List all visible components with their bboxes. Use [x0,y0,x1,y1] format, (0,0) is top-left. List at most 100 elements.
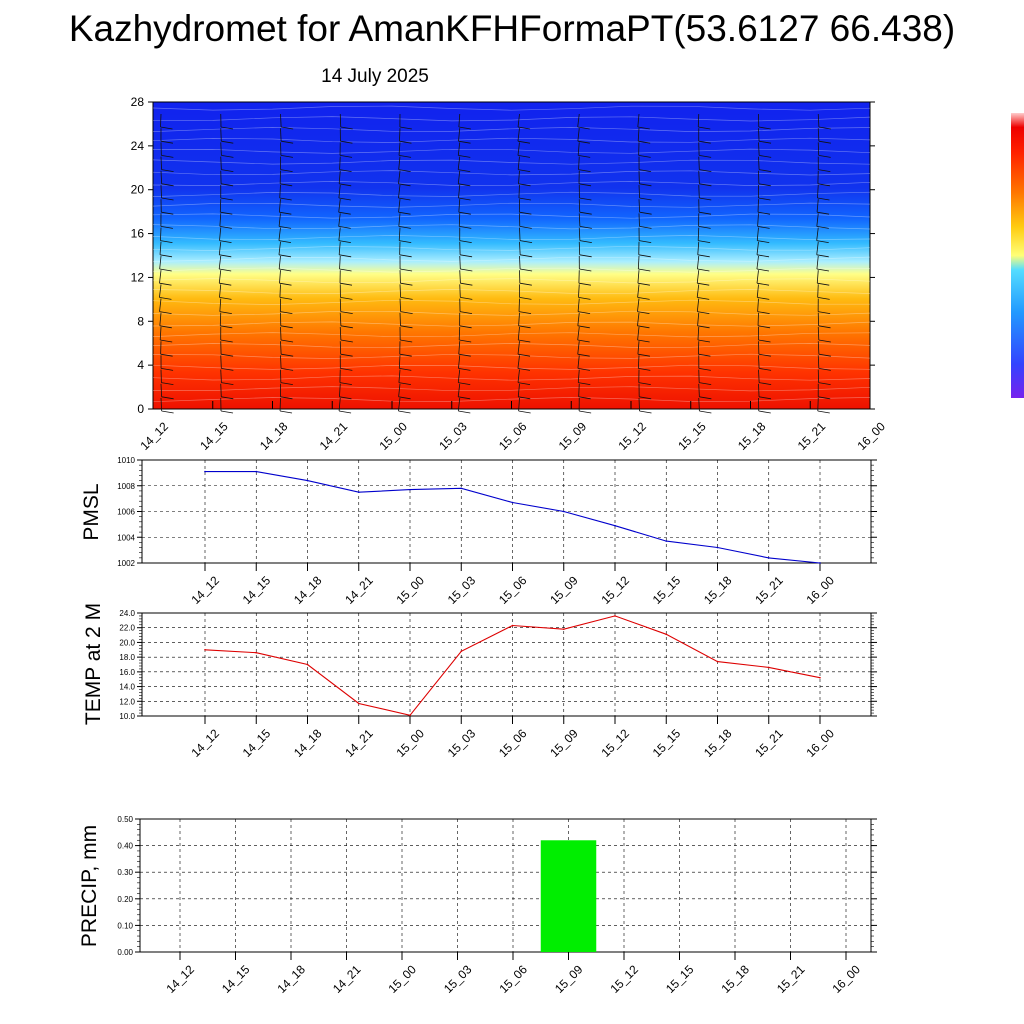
wind-barb-feather [340,311,353,314]
wind-barb-feather [398,211,411,215]
wind-barb [698,397,700,412]
wind-barb-feather [817,297,830,300]
wind-barb-feather [697,311,710,314]
x-tick-label: 15_12 [615,419,649,453]
wind-barb [159,270,162,284]
wind-barb-feather [757,240,770,243]
contour-line [152,137,871,143]
x-tick-label: 14_18 [291,726,325,760]
wind-barb-feather [699,396,712,400]
wind-barb-feather [220,211,233,215]
wind-barb-feather [400,297,413,300]
x-tick-label: 15_12 [598,726,632,760]
wind-barb-feather [219,226,232,229]
wind-barb [518,170,520,184]
wind-barb [577,113,580,128]
wind-barb [817,355,820,369]
wind-barb-feather [698,140,711,144]
contour-line [152,256,871,262]
contour-line [152,213,871,219]
x-tick-label: 14_21 [330,962,364,996]
wind-barb [637,270,640,284]
wind-barb [518,184,520,199]
wind-barb-feather [697,254,710,258]
wind-barb-feather [458,197,471,201]
wind-barb-feather [279,410,293,414]
wind-barb-feather [221,155,234,158]
colorbar [1011,113,1024,398]
x-tick-label: 15_15 [663,962,697,996]
wind-barb [758,128,760,142]
wind-barb-feather [818,396,831,400]
wind-barb-feather [518,169,531,172]
wind-barb-feather [518,126,531,130]
wind-barb [279,284,281,298]
wind-barb [758,142,760,156]
data-point [255,651,258,654]
wind-barb [219,298,222,312]
x-tick-label: 14_18 [257,419,291,453]
x-tick-label: 15_09 [552,962,586,996]
wind-barb-feather [460,297,473,300]
y-tick-label: 24 [131,139,145,153]
wind-barb-feather [398,226,411,229]
wind-barb-feather [758,353,771,357]
data-point [716,546,719,549]
wind-barb [459,270,461,284]
wind-barb-feather [279,297,292,300]
wind-barb-feather [458,126,471,130]
wind-barb-feather [758,410,771,414]
wind-barb-feather [519,226,532,229]
wind-barb-feather [578,282,591,286]
wind-barb-feather [579,254,592,258]
plot-frame [141,612,872,717]
wind-barb [399,298,402,312]
y-tick-label: 1006 [117,508,135,517]
wind-barb [219,284,222,298]
wind-barb [816,213,819,227]
wind-barb-feather [160,339,173,343]
y-tick-label: 0 [137,402,144,416]
wind-barb [339,383,341,397]
wind-barb-feather [639,183,652,187]
x-tick-label: 15_00 [393,573,427,607]
wind-barb [399,128,401,142]
wind-barb-feather [816,226,829,229]
x-tick-label: 15_09 [547,573,581,607]
wind-barb [220,355,222,369]
wind-barb [756,255,759,270]
wind-barb-feather [160,226,173,229]
wind-barb [637,284,640,298]
x-tick-label: 14_15 [219,962,253,996]
wind-barb [338,199,341,213]
wind-barb-feather [639,211,652,215]
wind-barb-feather [577,339,590,343]
wind-barb-feather [161,183,174,187]
wind-barb-feather [458,353,471,357]
x-tick-label: 15_15 [675,419,709,453]
wind-barb-feather [699,410,712,414]
data-point [306,663,309,666]
wind-barb-feather [518,325,531,329]
wind-barb-feather [219,297,232,300]
wind-barb-feather [340,353,353,357]
wind-barb-feather [699,382,712,385]
wind-barb-feather [817,211,830,215]
wind-barb-feather [757,226,770,229]
wind-barb [518,312,520,326]
wind-barb [637,341,640,355]
wind-barb [339,312,342,326]
x-tick-label: 14_18 [274,962,308,996]
wind-barb-feather [756,282,770,286]
wind-barb [218,270,222,284]
wind-barb-feather [278,254,292,258]
wind-barb [577,142,580,156]
wind-barb-feather [577,353,590,357]
y-tick-label: 0.40 [117,842,133,851]
y-tick-label: 20.0 [119,638,135,647]
wind-barb [637,326,640,341]
y-tick-label: 1008 [117,482,135,491]
wind-barb-feather [816,240,829,243]
x-tick-label: 15_03 [441,962,475,996]
wind-barb-feather [818,368,831,371]
